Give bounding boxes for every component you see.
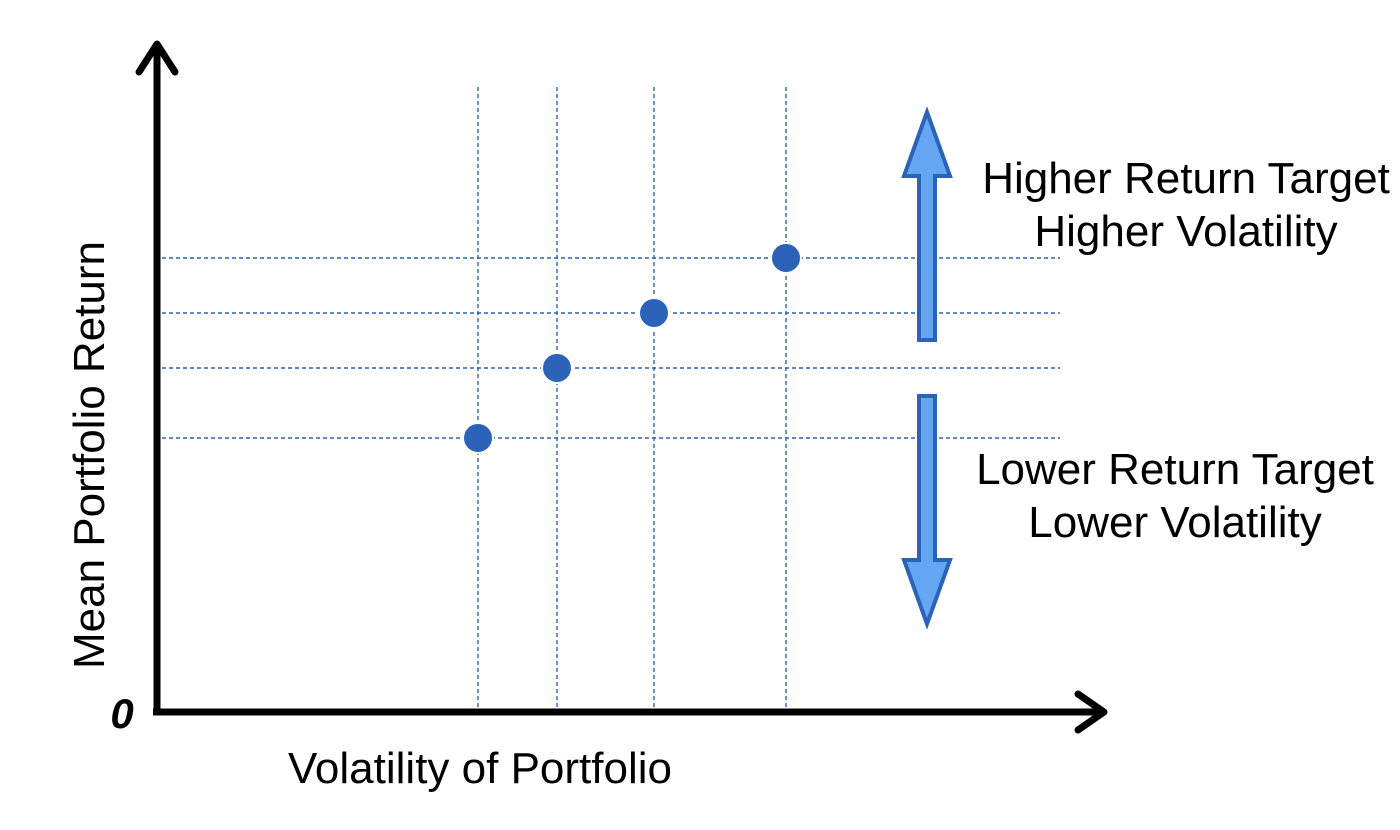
dashed-guide-lines <box>162 87 1060 712</box>
lower-return-target-label: Lower Return Target <box>976 445 1374 494</box>
axes <box>135 40 1108 734</box>
down-arrow-icon <box>901 394 953 630</box>
x-axis-arrowhead-icon <box>1074 690 1108 734</box>
lower-volatility-label: Lower Volatility <box>1028 498 1321 547</box>
portfolio-point-1 <box>462 422 494 454</box>
portfolio-point-2 <box>541 352 573 384</box>
origin-label: 0 <box>110 690 133 737</box>
x-axis-label: Volatility of Portfolio <box>288 744 672 793</box>
higher-volatility-label: Higher Volatility <box>1034 207 1337 256</box>
portfolio-point-3 <box>638 297 670 329</box>
up-arrow-icon <box>901 106 953 342</box>
y-axis-label: Mean Portfolio Return <box>65 241 114 669</box>
portfolio-point-4 <box>770 242 802 274</box>
y-axis-arrowhead-icon <box>135 40 179 76</box>
higher-return-target-label: Higher Return Target <box>982 154 1390 203</box>
portfolio-points <box>462 242 802 454</box>
